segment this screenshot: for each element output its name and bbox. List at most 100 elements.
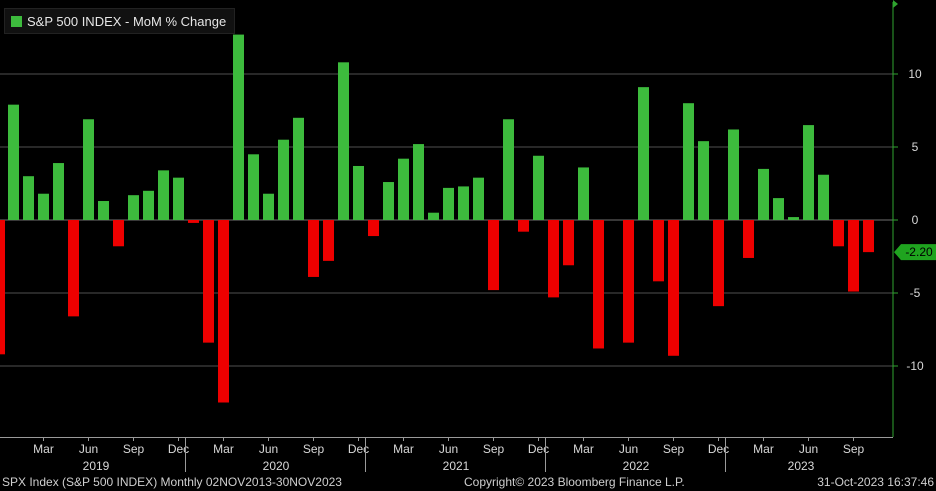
x-tick-label: Dec: [348, 442, 369, 456]
x-tick-label: Mar: [213, 442, 234, 456]
x-tick-label: Jun: [439, 442, 458, 456]
bar: [353, 165, 364, 220]
bar: [503, 119, 514, 220]
bar: [323, 220, 334, 261]
bar: [728, 129, 739, 220]
bar: [293, 117, 304, 220]
last-value-tag: [894, 244, 936, 261]
bar: [683, 103, 694, 220]
x-tick-label: Jun: [619, 442, 638, 456]
footer-ticker: SPX Index (S&P 500 INDEX) Monthly 02NOV2…: [2, 475, 342, 489]
bar: [548, 220, 559, 298]
bar: [593, 220, 604, 349]
bar: [458, 186, 469, 220]
bar: [473, 177, 484, 220]
bar: [533, 155, 544, 220]
bar: [233, 34, 244, 220]
footer-copyright: Copyright© 2023 Bloomberg Finance L.P.: [464, 475, 685, 489]
x-tick-label: Sep: [303, 442, 325, 456]
bar: [773, 198, 784, 220]
y-tick-label: -5: [910, 286, 921, 300]
bar: [143, 190, 154, 220]
bar: [713, 220, 724, 307]
bar: [308, 220, 319, 277]
bar: [248, 154, 259, 220]
bar: [443, 187, 454, 220]
legend-swatch: [11, 15, 22, 27]
bar: [698, 141, 709, 220]
footer-timestamp: 31-Oct-2023 16:37:46: [817, 475, 934, 489]
x-tick-label: Sep: [483, 442, 505, 456]
bar: [668, 220, 679, 356]
bar: [758, 168, 769, 220]
x-tick-label: Dec: [528, 442, 549, 456]
x-tick-label: Jun: [799, 442, 818, 456]
y-axis-arrow: [893, 0, 898, 8]
legend-label: S&P 500 INDEX - MoM % Change: [27, 13, 227, 29]
year-label: 2023: [788, 459, 815, 473]
bar: [263, 193, 274, 220]
bar: [578, 167, 589, 220]
bar: [203, 220, 214, 343]
bar: [23, 176, 34, 220]
x-tick-label: Jun: [259, 442, 278, 456]
x-tick-label: Dec: [168, 442, 189, 456]
bar: [98, 201, 109, 220]
x-tick-label: Jun: [79, 442, 98, 456]
x-tick-label: Mar: [573, 442, 594, 456]
x-tick-label: Mar: [393, 442, 414, 456]
bar: [428, 212, 439, 220]
bar: [158, 170, 169, 220]
bar: [128, 195, 139, 220]
bar: [413, 144, 424, 220]
axes: -10 -5 0 5 10 Mar Jun Sep Dec Mar Jun Sep Dec Mar Jun S…: [0, 0, 936, 473]
year-label: 2019: [83, 459, 110, 473]
bar: [83, 119, 94, 220]
bar: [398, 158, 409, 220]
bar: [653, 220, 664, 282]
x-tick-label: Sep: [663, 442, 685, 456]
year-label: 2020: [263, 459, 290, 473]
bar: [8, 104, 19, 220]
bar: [743, 220, 754, 258]
x-tick-label: Sep: [843, 442, 865, 456]
bar: [173, 177, 184, 220]
bar: [818, 174, 829, 220]
bar: [488, 220, 499, 291]
x-tick-label: Sep: [123, 442, 145, 456]
y-tick-label: -10: [906, 359, 924, 373]
bar: [638, 87, 649, 220]
bar: [113, 220, 124, 247]
bar: [278, 139, 289, 220]
bar: [188, 220, 199, 223]
bar: [863, 220, 874, 253]
year-label: 2021: [443, 459, 470, 473]
bar: [833, 220, 844, 247]
bar: [623, 220, 634, 343]
bar: [0, 220, 5, 355]
footer: SPX Index (S&P 500 INDEX) Monthly 02NOV2…: [0, 474, 936, 491]
bar: [53, 163, 64, 220]
x-tick-label: Mar: [753, 442, 774, 456]
y-tick-label: 0: [912, 213, 919, 227]
bar: [68, 220, 79, 317]
legend: S&P 500 INDEX - MoM % Change: [4, 8, 236, 34]
y-tick-label: 10: [908, 67, 922, 81]
bars: [0, 34, 874, 403]
bar: [518, 220, 529, 232]
last-value-label: -2.20: [905, 245, 933, 259]
bar: [383, 182, 394, 220]
bar: [848, 220, 859, 292]
x-tick-label: Dec: [708, 442, 729, 456]
bar: [218, 220, 229, 403]
bar: [38, 193, 49, 220]
bar: [788, 217, 799, 220]
year-label: 2022: [623, 459, 650, 473]
bar: [338, 62, 349, 220]
y-tick-label: 5: [912, 140, 919, 154]
bar: [563, 220, 574, 266]
bar: [368, 220, 379, 237]
x-tick-label: Mar: [33, 442, 54, 456]
